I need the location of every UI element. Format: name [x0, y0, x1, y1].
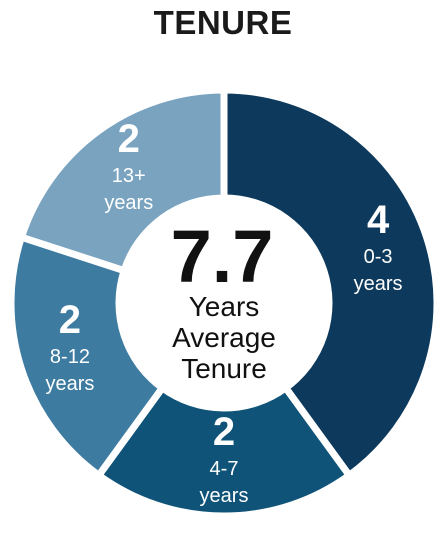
slice-label-4-7-line-1: 4-7: [210, 458, 239, 480]
slice-label-0-3-line-1: 0-3: [364, 246, 393, 268]
slice-label-8-12-line-2: years: [45, 373, 94, 395]
slice-value-13plus: 2: [118, 117, 140, 161]
slice-label-4-7-line-2: years: [200, 485, 249, 507]
slice-value-0-3: 4: [367, 198, 390, 242]
slice-value-8-12: 2: [59, 298, 81, 342]
slice-label-13plus-line-2: years: [104, 192, 153, 214]
slice-label-13plus-line-1: 13+: [112, 165, 146, 187]
slice-label-group: 4 0-3 years 2 4-7 years 2 8-12 years 2 13+ years: [45, 117, 402, 507]
center-average-value: 7.7: [171, 215, 274, 298]
slice-label-0-3-line-2: years: [354, 273, 403, 295]
slice-value-4-7: 2: [213, 410, 235, 454]
center-line-tenure: Tenure: [181, 353, 267, 384]
chart-title: TENURE: [153, 4, 293, 41]
center-line-average: Average: [172, 322, 276, 353]
center-line-years: Years: [189, 291, 260, 322]
center-hole: [119, 198, 329, 408]
slice-label-8-12-line-1: 8-12: [50, 346, 90, 368]
